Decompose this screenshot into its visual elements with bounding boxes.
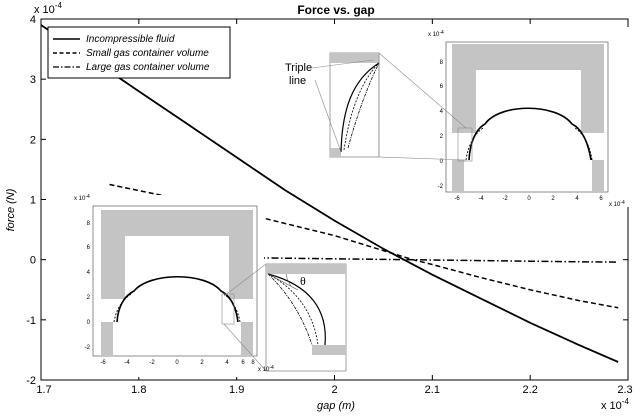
triple-line-pointer-1 — [311, 59, 374, 69]
inset-tr-xtick: -2 — [502, 196, 508, 202]
inset-top-right-x-ticks: -6 -4 -2 0 2 4 6 — [454, 196, 603, 202]
zoom-bottom-left-top-bar — [266, 264, 346, 274]
x-tick-label: 2.1 — [425, 384, 440, 396]
chart-title: Force vs. gap — [297, 3, 374, 17]
triple-line-label-2: line — [289, 75, 306, 87]
zoom-bottom-left: θ x 10-4 — [221, 263, 347, 373]
inset-bl-xtick: 4 — [225, 360, 229, 366]
inset-bottom-left-scale: x 10-4 — [74, 194, 90, 202]
x-axis-label: gap (m) — [317, 400, 355, 412]
legend-label-incompressible: Incompressible fluid — [86, 34, 175, 45]
zoom-bottom-left-leader-a — [223, 263, 267, 297]
inset-bl-xtick: 8 — [251, 360, 255, 366]
x-tick-label: 2.2 — [523, 384, 538, 396]
zoom-bottom-left-curve-dash1 — [267, 273, 319, 346]
triple-line-pointer-2 — [314, 79, 342, 153]
x-tick-label: 1.8 — [131, 384, 146, 396]
x-tick-label: 1.9 — [229, 384, 244, 396]
inset-top-right: 8 6 4 2 0 -2 -6 -4 -2 0 2 4 6 x 10-4 x 1… — [423, 27, 635, 208]
zoom-top-right-leader-a — [378, 52, 467, 129]
inset-bl-xtick: -4 — [124, 360, 130, 366]
legend: Incompressible fluid Small gas container… — [47, 26, 231, 79]
inset-top-right-droplet — [468, 107, 592, 161]
inset-bottom-left-frame — [92, 205, 258, 357]
inset-bottom-left-y-ticks: 8 6 4 2 0 -2 — [85, 221, 91, 351]
y-axis-label: force (N) — [5, 188, 17, 231]
inset-bl-ytick: -2 — [85, 345, 91, 351]
inset-bl-xtick: -2 — [149, 360, 155, 366]
inset-tr-xtick: 0 — [527, 196, 531, 202]
inset-tr-xtick: -6 — [454, 196, 460, 202]
inset-top-right-scale: x 10-4 — [428, 30, 444, 38]
inset-top-right-y-ticks: 8 6 4 2 0 -2 — [438, 60, 444, 190]
theta-label: θ — [300, 274, 306, 288]
zoom-bottom-left-curve-dash2 — [267, 273, 313, 346]
series-line-dash-dot — [109, 255, 619, 263]
inset-bl-ytick: 8 — [87, 221, 91, 227]
y-exponent: x 10-4 — [34, 1, 62, 16]
legend-label-small-gas: Small gas container volume — [86, 48, 209, 59]
inset-bottom-left: 8 6 4 2 0 -2 -6 -4 -2 0 2 4 6 8 x 10-4 — [70, 194, 264, 377]
inset-tr-xtick: 6 — [599, 196, 603, 202]
y-tick-label: -2 — [26, 375, 36, 387]
y-tick-label: 0 — [30, 255, 36, 267]
zoom-top-right-curve-dash1 — [343, 62, 380, 151]
inset-tr-ytick: 6 — [440, 84, 444, 90]
zoom-top-right-curve-solid — [340, 62, 380, 153]
inset-bottom-left-container — [101, 210, 253, 299]
inset-tr-ytick: 4 — [440, 109, 444, 115]
inset-top-right-container — [452, 44, 604, 133]
inset-tr-ytick: 2 — [440, 134, 444, 140]
zoom-top-right-source — [457, 127, 473, 162]
inset-bottom-left-left-post — [101, 322, 113, 355]
legend-box — [47, 26, 231, 79]
zoom-top-right — [329, 52, 473, 162]
inset-top-right-left-post — [452, 160, 464, 191]
x-tick-label: 1.7 — [36, 384, 51, 396]
inset-bl-xtick: 2 — [200, 360, 204, 366]
inset-bl-ytick: 6 — [87, 245, 91, 251]
y-tick-label: -1 — [26, 315, 36, 327]
inset-bl-ytick: 4 — [87, 270, 91, 276]
series-line-solid — [40, 24, 619, 363]
triple-line-annotation: Triple line — [285, 59, 374, 153]
inset-tr-ytick: 8 — [440, 60, 444, 66]
legend-label-large-gas: Large gas container volume — [86, 62, 210, 73]
inset-tr-xtick: -4 — [478, 196, 484, 202]
x-exponent: x 10-4 — [601, 397, 629, 412]
inset-bottom-left-x-ticks: -6 -4 -2 0 2 4 6 8 — [100, 360, 255, 366]
zoom-bottom-left-scale: x 10-4 — [258, 365, 274, 373]
zoom-top-right-bottom-bar — [330, 148, 341, 157]
triple-line-label-1: Triple — [285, 62, 312, 74]
x-tick-label: 2.3 — [617, 384, 632, 396]
y-tick-label: 2 — [30, 134, 36, 146]
inset-tr-xtick: 2 — [551, 196, 555, 202]
x-tick-label: 2 — [331, 384, 337, 396]
zoom-bottom-left-leader-b — [223, 323, 267, 372]
zoom-bottom-left-curve-solid — [267, 273, 326, 346]
inset-bl-ytick: 0 — [87, 320, 91, 326]
inset-top-right-right-post — [592, 160, 604, 191]
zoom-bottom-left-angle-arc — [285, 273, 292, 287]
zoom-bottom-left-bottom-bar — [312, 345, 346, 355]
inset-tr-ytick: -2 — [438, 184, 444, 190]
inset-bl-xtick: 0 — [175, 360, 179, 366]
inset-tr-ytick: 0 — [440, 159, 444, 165]
zoom-top-right-curve-dash2 — [347, 62, 380, 149]
inset-top-right-scale-x: x 10-4 — [609, 200, 625, 208]
y-tick-label: 3 — [30, 74, 36, 86]
zoom-top-right-bg — [329, 52, 380, 158]
y-tick-label: 4 — [30, 14, 36, 26]
zoom-top-right-leader-b — [378, 156, 467, 161]
zoom-top-right-top-bar — [330, 53, 379, 63]
zoom-bottom-left-source — [221, 293, 235, 325]
y-tick-label: 1 — [30, 195, 36, 207]
inset-top-right-frame — [445, 41, 609, 193]
inset-bl-ytick: 2 — [87, 295, 91, 301]
inset-bl-xtick: -6 — [100, 360, 106, 366]
inset-bl-xtick: 6 — [241, 360, 245, 366]
zoom-bottom-left-angle-ray — [267, 273, 299, 291]
inset-tr-xtick: 4 — [575, 196, 579, 202]
